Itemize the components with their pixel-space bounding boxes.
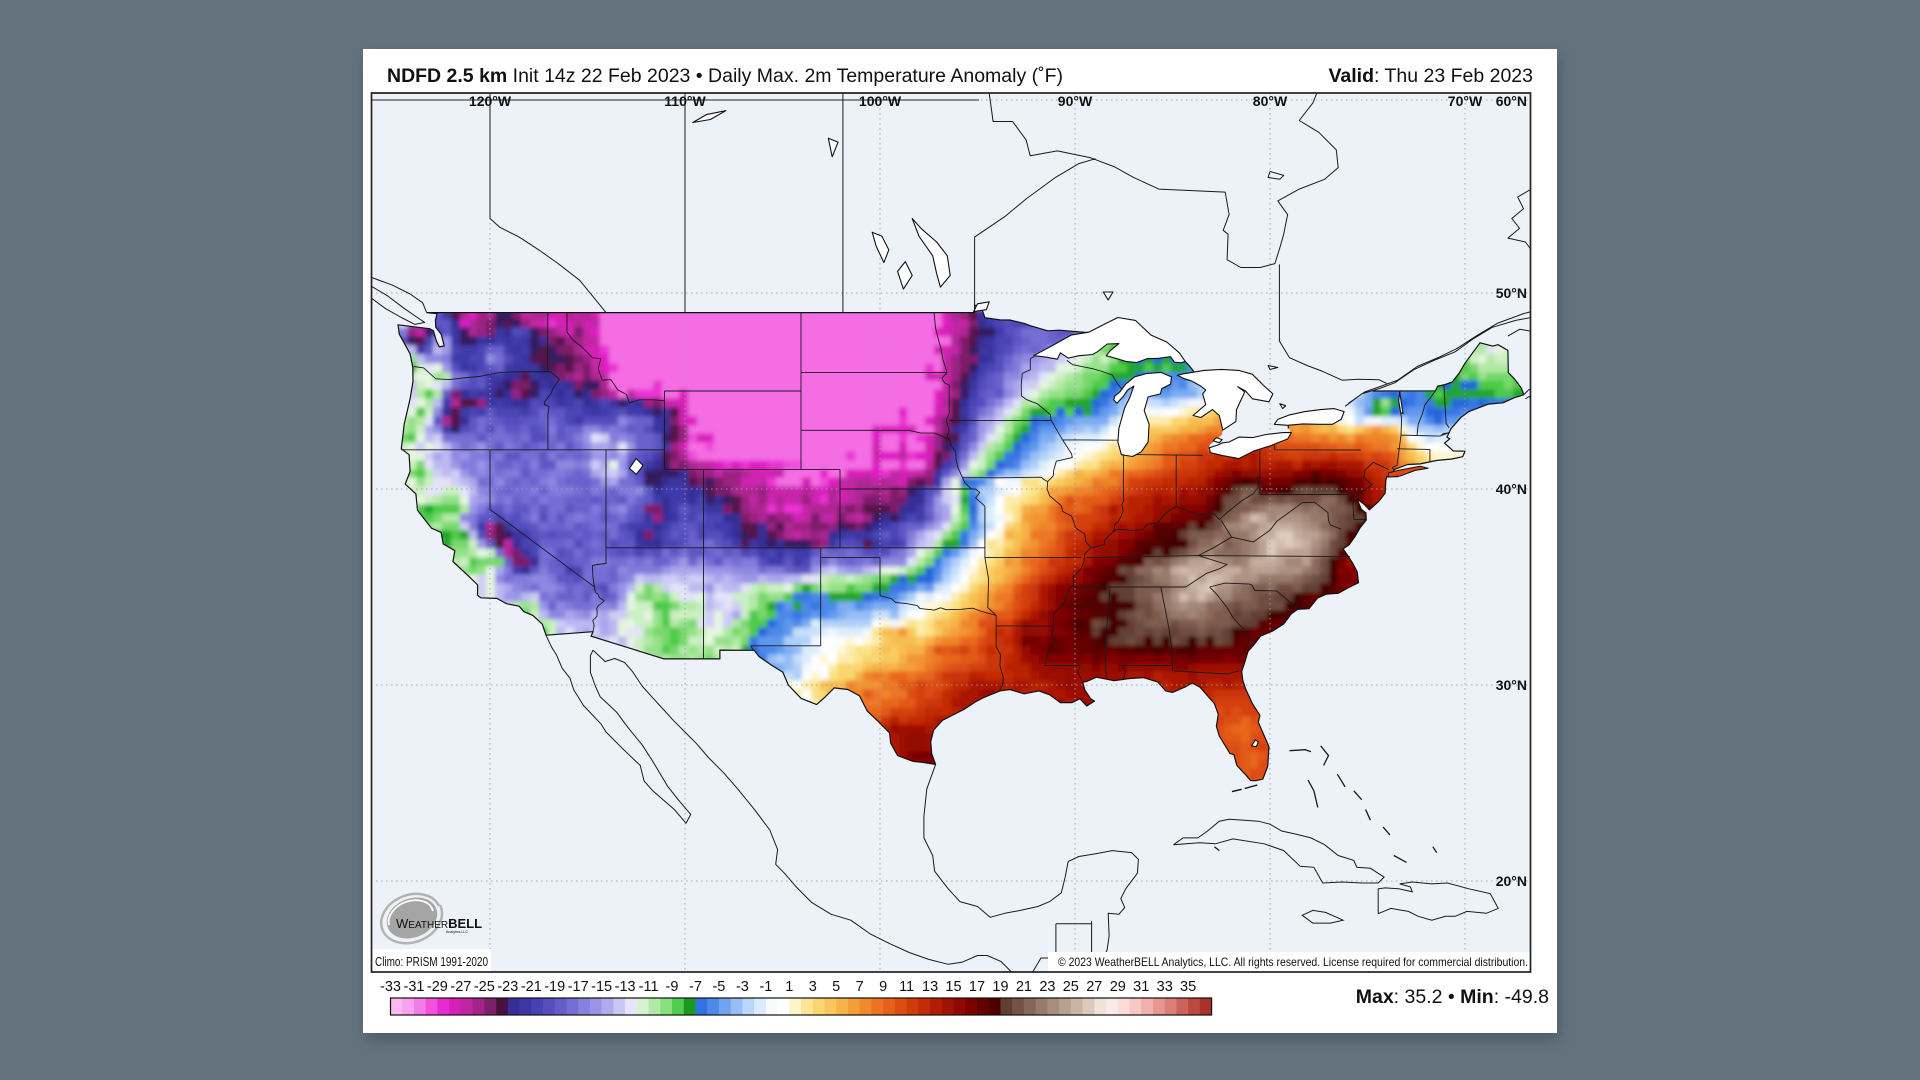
svg-text:50°N: 50°N	[1496, 285, 1527, 301]
svg-text:70°W: 70°W	[1448, 93, 1483, 109]
svg-text:1: 1	[785, 979, 793, 995]
svg-text:-23: -23	[497, 979, 518, 995]
svg-text:33: 33	[1157, 979, 1173, 995]
svg-text:WEATHERBELL: WEATHERBELL	[396, 916, 482, 931]
svg-text:9: 9	[879, 979, 887, 995]
svg-text:-21: -21	[521, 979, 542, 995]
svg-text:-33: -33	[380, 979, 401, 995]
svg-text:27: 27	[1086, 979, 1102, 995]
svg-text:-31: -31	[404, 979, 425, 995]
svg-text:35: 35	[1180, 979, 1196, 995]
svg-text:40°N: 40°N	[1496, 481, 1527, 497]
svg-text:-15: -15	[591, 979, 612, 995]
svg-text:Climo: PRISM 1991-2020: Climo: PRISM 1991-2020	[375, 955, 488, 969]
svg-text:Analytics LLC: Analytics LLC	[446, 930, 468, 934]
svg-text:20°N: 20°N	[1496, 873, 1527, 889]
svg-text:15: 15	[945, 979, 961, 995]
svg-text:7: 7	[856, 979, 864, 995]
svg-text:19: 19	[992, 979, 1008, 995]
svg-text:120°W: 120°W	[469, 93, 512, 109]
svg-text:80°W: 80°W	[1253, 93, 1288, 109]
svg-text:3: 3	[809, 979, 817, 995]
svg-text:-19: -19	[544, 979, 565, 995]
svg-text:Valid: Thu 23 Feb 2023: Valid: Thu 23 Feb 2023	[1328, 65, 1533, 87]
svg-text:-5: -5	[712, 979, 725, 995]
svg-text:Max: 35.2 • Min: -49.8: Max: 35.2 • Min: -49.8	[1356, 986, 1549, 1008]
svg-text:-13: -13	[615, 979, 636, 995]
svg-text:-3: -3	[736, 979, 749, 995]
svg-text:11: 11	[899, 979, 914, 995]
svg-text:13: 13	[922, 979, 938, 995]
svg-text:110°W: 110°W	[664, 93, 706, 109]
svg-text:31: 31	[1133, 979, 1149, 995]
svg-text:-17: -17	[568, 979, 589, 995]
svg-text:21: 21	[1016, 979, 1032, 995]
svg-text:25: 25	[1063, 979, 1079, 995]
svg-text:30°N: 30°N	[1496, 677, 1527, 693]
svg-text:60°N: 60°N	[1496, 93, 1527, 109]
svg-text:5: 5	[832, 979, 840, 995]
svg-text:90°W: 90°W	[1058, 93, 1093, 109]
svg-text:-27: -27	[450, 979, 471, 995]
svg-text:23: 23	[1039, 979, 1055, 995]
svg-text:-11: -11	[639, 979, 659, 995]
svg-text:-25: -25	[474, 979, 495, 995]
svg-text:-1: -1	[759, 979, 772, 995]
svg-text:-7: -7	[689, 979, 702, 995]
svg-text:-29: -29	[427, 979, 448, 995]
svg-text:17: 17	[969, 979, 985, 995]
svg-text:29: 29	[1110, 979, 1126, 995]
svg-text:NDFD 2.5 km Init 14z 22 Feb 20: NDFD 2.5 km Init 14z 22 Feb 2023 • Daily…	[387, 65, 1063, 87]
svg-text:100°W: 100°W	[859, 93, 902, 109]
svg-text:© 2023 WeatherBELL Analytics,: © 2023 WeatherBELL Analytics, LLC. All r…	[1058, 955, 1528, 969]
svg-text:-9: -9	[666, 979, 679, 995]
